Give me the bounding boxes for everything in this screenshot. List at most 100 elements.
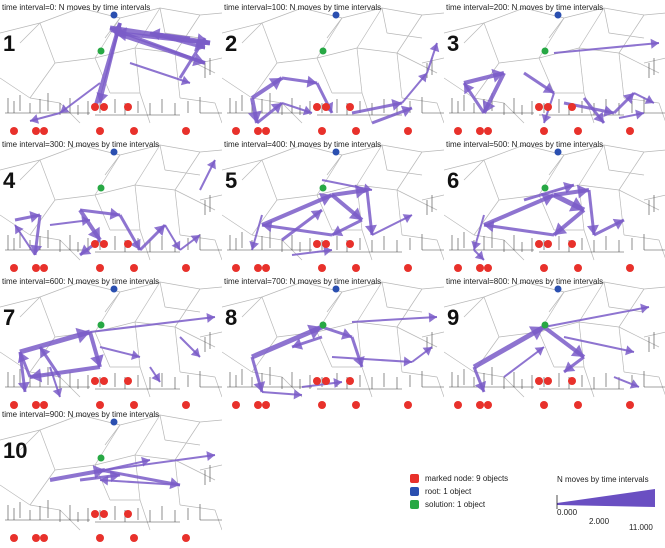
panel-number: 5: [225, 168, 238, 193]
marked-node: [100, 510, 108, 518]
panel-title: time interval=300: N moves by time inter…: [2, 140, 160, 149]
root-node: [554, 285, 562, 293]
marked-node: [96, 534, 104, 542]
move-arrow: [483, 193, 555, 227]
move-arrowhead: [130, 238, 141, 250]
marked-node: [100, 377, 108, 385]
panel-graph: [0, 281, 222, 409]
panel-10: time interval=900: N moves by time inter…: [0, 410, 222, 547]
marked-node: [10, 401, 18, 409]
panel-title: time interval=700: N moves by time inter…: [224, 277, 382, 286]
moves-scale-legend: N moves by time intervals 0.000 2.000 11…: [555, 475, 660, 535]
move-arrowhead: [576, 184, 589, 199]
panel-number: 9: [447, 305, 460, 330]
panel-graph: [0, 414, 222, 542]
legend-solution: solution: 1 object: [410, 498, 508, 511]
marked-node: [10, 534, 18, 542]
move-arrowhead: [323, 246, 332, 256]
move-arrowhead: [428, 312, 437, 323]
marked-node: [182, 401, 190, 409]
marked-node: [568, 240, 576, 248]
panel-graph: [444, 281, 665, 409]
move-arrowhead: [30, 244, 43, 255]
move-arrowhead: [30, 368, 43, 383]
move-arrowhead: [625, 345, 634, 356]
panel-graph: [0, 144, 222, 272]
move-arrowhead: [563, 182, 574, 194]
move-arrowhead: [540, 192, 554, 206]
move-arrowhead: [80, 244, 92, 255]
move-arrowhead: [528, 326, 544, 341]
marked-node: [476, 401, 484, 409]
move-arrowhead: [310, 210, 322, 221]
move-arrowhead: [332, 225, 344, 237]
panel-2: time interval=100: N moves by time inter…: [222, 3, 444, 140]
panel-number: 7: [3, 305, 16, 330]
move-arrowhead: [363, 183, 372, 194]
move-arrow: [104, 454, 216, 471]
marked-node: [535, 103, 543, 111]
marked-node: [476, 264, 484, 272]
move-arrow: [503, 346, 545, 378]
move-arrowhead: [131, 350, 140, 360]
panel-1: time interval=0: N moves by time interva…: [0, 3, 222, 140]
root-node: [110, 418, 118, 426]
move-arrowhead: [90, 354, 104, 367]
marked-node: [96, 401, 104, 409]
marked-node: [404, 127, 412, 135]
move-arrowhead: [141, 456, 150, 467]
move-arrowhead: [534, 347, 544, 356]
marked-node: [454, 401, 462, 409]
root-swatch: [410, 487, 419, 496]
move-arrowhead: [570, 344, 584, 357]
move-arrowhead: [391, 98, 402, 111]
move-arrowhead: [194, 38, 205, 50]
marked-node: [313, 240, 321, 248]
marked-node: [574, 401, 582, 409]
move-arrow: [98, 22, 122, 104]
marked-node: [100, 103, 108, 111]
marked-node: [96, 264, 104, 272]
marked-node: [318, 401, 326, 409]
panel-5: time interval=400: N moves by time inter…: [222, 140, 444, 277]
move-arrowhead: [482, 99, 496, 113]
marked-node: [40, 127, 48, 135]
marked-node: [454, 127, 462, 135]
move-arrowhead: [169, 477, 180, 490]
marked-node: [404, 264, 412, 272]
move-arrow: [321, 179, 373, 191]
root-node: [110, 148, 118, 156]
move-arrow: [543, 306, 650, 328]
marked-node: [130, 264, 138, 272]
marked-node: [346, 240, 354, 248]
marked-node: [254, 127, 262, 135]
marked-node: [574, 127, 582, 135]
marked-node: [540, 264, 548, 272]
marked-node: [10, 264, 18, 272]
marked-node: [262, 127, 270, 135]
root-node: [332, 148, 340, 156]
marked-node: [318, 264, 326, 272]
panel-6: time interval=500: N moves by time inter…: [444, 140, 665, 277]
marked-node: [346, 377, 354, 385]
move-arrowhead: [564, 361, 576, 372]
marked-node: [232, 127, 240, 135]
marked-node: [544, 240, 552, 248]
move-arrow: [99, 479, 181, 486]
move-arrowhead: [644, 94, 654, 104]
root-node: [332, 285, 340, 293]
marked-node: [262, 401, 270, 409]
scale-min-label: 0.000: [557, 508, 578, 517]
root-node: [554, 11, 562, 19]
marked-node: [540, 401, 548, 409]
marked-node: [318, 127, 326, 135]
node-legend: marked node: 9 objects root: 1 object so…: [410, 472, 508, 511]
move-arrowhead: [29, 210, 40, 223]
marked-node: [124, 377, 132, 385]
move-arrowhead: [17, 381, 30, 392]
marked-node: [568, 103, 576, 111]
marked-node-swatch: [410, 474, 419, 483]
panel-7: time interval=600: N moves by time inter…: [0, 277, 222, 414]
marked-node: [130, 401, 138, 409]
panel-3: time interval=200: N moves by time inter…: [444, 3, 665, 140]
